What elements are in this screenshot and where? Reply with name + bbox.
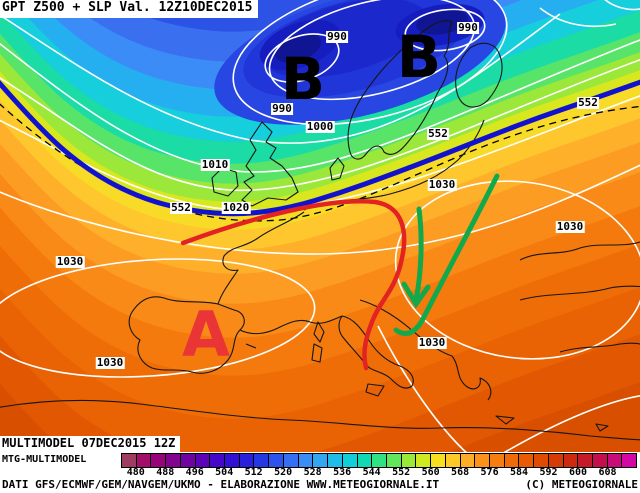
low-center-letter: B	[396, 23, 442, 91]
colorbar-cell	[400, 454, 416, 467]
jet-stream-line	[0, 79, 640, 217]
colorbar-tick: 560	[421, 467, 440, 478]
z500-colorbar	[121, 453, 637, 468]
colorbar-cell	[268, 454, 283, 467]
contour-label-1030: 1030	[55, 255, 85, 268]
footer-strip: MTG-MULTIMODEL 480 488 496 504 512 520 528 536 5…	[0, 452, 640, 493]
colorbar-tick: 528	[303, 467, 322, 478]
colorbar-cell	[415, 454, 431, 467]
colorbar-cell	[430, 454, 445, 467]
colorbar-tick: 488	[156, 467, 175, 478]
colorbar-tick: 592	[539, 467, 558, 478]
colorbar-cell	[503, 454, 519, 467]
colorbar-tick: 584	[510, 467, 529, 478]
colorbar-cell	[577, 454, 592, 467]
colorbar-cell	[253, 454, 269, 467]
red-front-annotation	[180, 199, 407, 371]
colorbar-tick: 536	[333, 467, 352, 478]
contour-label-1010: 1010	[200, 158, 230, 171]
colorbar-cell	[533, 454, 548, 467]
slp-isobars	[0, 0, 640, 457]
contour-label-990: 990	[457, 21, 479, 34]
colorbar-cell	[194, 454, 210, 467]
colorbar-cell	[341, 454, 357, 467]
contour-label-1030: 1030	[95, 356, 125, 369]
colorbar-cell	[444, 454, 460, 467]
colorbar-cell	[592, 454, 607, 467]
colorbar-cell	[371, 454, 386, 467]
colorbar-cell	[356, 454, 372, 467]
data-credits: DATI GFS/ECMWF/GEM/NAVGEM/UKMO - ELABORA…	[2, 478, 440, 491]
colorbar-cell	[179, 454, 195, 467]
colorbar-cell	[562, 454, 578, 467]
colorbar-cell	[547, 454, 563, 467]
colorbar-cell	[327, 454, 342, 467]
model-run-label: MULTIMODEL 07DEC2015 12Z	[0, 436, 181, 452]
colorbar-tick-labels: 480 488 496 504 512 520 528 536 544 552 560 568 576 5…	[0, 467, 640, 478]
colorbar-cell	[488, 454, 504, 467]
colorbar-cell	[282, 454, 298, 467]
contour-label-1030: 1030	[555, 220, 585, 233]
contour-label-552: 552	[577, 96, 599, 109]
colorbar-cell	[135, 454, 151, 467]
contour-label-1020: 1020	[221, 201, 251, 214]
colorbar-cell	[518, 454, 534, 467]
colorbar-tick: 504	[215, 467, 234, 478]
colorbar-tick: 608	[598, 467, 617, 478]
colorbar-tick: 600	[568, 467, 588, 478]
colorbar-cell	[224, 454, 239, 467]
coastlines	[0, 20, 640, 441]
colorbar-cell	[150, 454, 166, 467]
colorbar-cell	[459, 454, 475, 467]
colorbar-tick: 512	[244, 467, 263, 478]
colorbar-tick: 480	[126, 467, 145, 478]
colorbar-tick: 576	[480, 467, 499, 478]
contour-label-990: 990	[271, 102, 293, 115]
low-center-letter: B	[280, 45, 326, 113]
colorbar-tick: 568	[451, 467, 470, 478]
contour-label-990: 990	[326, 30, 348, 43]
contour-label-552: 552	[170, 201, 192, 214]
high-center-letter: A	[182, 298, 230, 371]
colorbar-cell	[297, 454, 313, 467]
colorbar-cell	[122, 454, 136, 467]
green-trough-annotation	[393, 173, 500, 336]
colorbar-cell	[606, 454, 622, 467]
colorbar-cell	[209, 454, 225, 467]
colorbar-cell	[474, 454, 489, 467]
brand-label: MTG-MULTIMODEL	[2, 454, 87, 465]
contour-label-1030: 1030	[427, 178, 457, 191]
colorbar-cell	[385, 454, 401, 467]
contour-label-1000: 1000	[305, 120, 335, 133]
colorbar-tick: 552	[392, 467, 411, 478]
colorbar-cell	[312, 454, 328, 467]
colorbar-cell	[621, 454, 637, 467]
colorbar-tick: 544	[362, 467, 381, 478]
colorbar-tick: 520	[274, 467, 293, 478]
colorbar-cell	[165, 454, 180, 467]
colorbar-tick: 496	[185, 467, 204, 478]
copyright: (C) METEOGIORNALE	[525, 478, 638, 491]
contour-label-552: 552	[427, 127, 449, 140]
contour-label-1030: 1030	[417, 336, 447, 349]
colorbar-cell	[238, 454, 254, 467]
map-title: GPT Z500 + SLP Val. 12Z10DEC2015	[0, 0, 259, 18]
